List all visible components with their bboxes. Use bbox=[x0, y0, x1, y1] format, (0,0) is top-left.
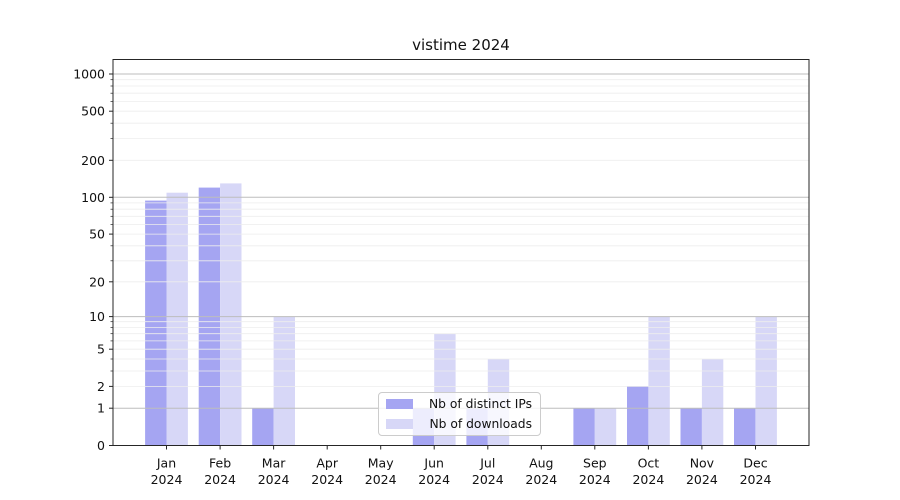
bar-ips-nov bbox=[680, 408, 702, 446]
x-tick-label-year: 2024 bbox=[204, 472, 236, 487]
y-tick-label: 1000 bbox=[73, 67, 105, 82]
x-tick-label-month: Oct bbox=[638, 456, 660, 471]
y-tick-label: 50 bbox=[89, 227, 105, 242]
bar-downloads-dec bbox=[755, 316, 777, 446]
plot-spines bbox=[112, 59, 810, 446]
bar-downloads-sep bbox=[594, 408, 617, 446]
x-tick-label-month: Jun bbox=[423, 456, 444, 471]
legend-label-distinct-ips: Nb of distinct IPs bbox=[428, 397, 532, 412]
y-tick-label: 1 bbox=[97, 401, 105, 416]
legend-item-downloads: Nb of downloads bbox=[379, 414, 540, 433]
legend-swatch-downloads bbox=[386, 418, 413, 429]
bar-ips-jan bbox=[145, 200, 167, 446]
bar-ips-sep bbox=[573, 408, 595, 446]
legend-swatch-distinct-ips bbox=[386, 399, 413, 410]
bar-ips-mar bbox=[252, 408, 274, 446]
y-tick-label: 2 bbox=[97, 379, 105, 394]
x-tick-label-month: Dec bbox=[743, 456, 767, 471]
bar-ips-dec bbox=[734, 408, 756, 446]
bar-downloads-nov bbox=[701, 359, 724, 446]
x-tick-label-year: 2024 bbox=[365, 472, 397, 487]
legend-label-downloads: Nb of downloads bbox=[429, 416, 532, 431]
x-tick-label-month: Apr bbox=[316, 456, 338, 471]
bar-ips-oct bbox=[627, 386, 649, 446]
x-tick-label-year: 2024 bbox=[151, 472, 183, 487]
chart-title: vistime 2024 bbox=[412, 36, 510, 54]
y-tick-label: 20 bbox=[89, 274, 105, 289]
x-tick-label-year: 2024 bbox=[740, 472, 772, 487]
y-tick-label: 5 bbox=[97, 342, 105, 357]
x-tick-label-month: Nov bbox=[690, 456, 715, 471]
x-tick-label-year: 2024 bbox=[632, 472, 664, 487]
x-tick-label-month: Mar bbox=[262, 456, 286, 471]
x-tick-label-year: 2024 bbox=[418, 472, 450, 487]
legend-item-distinct-ips: Nb of distinct IPs bbox=[379, 395, 540, 414]
y-tick-label: 200 bbox=[81, 153, 105, 168]
x-tick-label-month: Jan bbox=[156, 456, 176, 471]
x-tick-label-year: 2024 bbox=[525, 472, 557, 487]
x-axis: Jan2024Feb2024Mar2024Apr2024May2024Jun20… bbox=[151, 445, 772, 487]
y-tick-label: 500 bbox=[81, 104, 105, 119]
x-tick-label-year: 2024 bbox=[579, 472, 611, 487]
x-tick-label-year: 2024 bbox=[311, 472, 343, 487]
minor-gridlines bbox=[113, 79, 809, 387]
x-tick-label-month: Aug bbox=[529, 456, 553, 471]
x-tick-label-year: 2024 bbox=[686, 472, 718, 487]
y-tick-label: 10 bbox=[89, 309, 105, 324]
x-tick-label-month: May bbox=[368, 456, 394, 471]
y-tick-label: 0 bbox=[97, 438, 105, 453]
x-tick-label-year: 2024 bbox=[258, 472, 290, 487]
bar-downloads-oct bbox=[648, 316, 670, 446]
x-tick-label-month: Sep bbox=[583, 456, 607, 471]
x-tick-label-month: Jul bbox=[479, 456, 495, 471]
x-tick-label-month: Feb bbox=[209, 456, 231, 471]
bar-downloads-jan bbox=[166, 192, 188, 446]
bar-downloads-mar bbox=[273, 316, 295, 446]
x-tick-label-year: 2024 bbox=[472, 472, 504, 487]
bar-downloads-feb bbox=[220, 183, 242, 446]
y-axis: 0 1 2 5 10 20 50 100 200 500 1000 bbox=[73, 67, 113, 453]
legend: Nb of distinct IPs Nb of downloads bbox=[378, 392, 541, 436]
y-tick-label: 100 bbox=[81, 190, 105, 205]
